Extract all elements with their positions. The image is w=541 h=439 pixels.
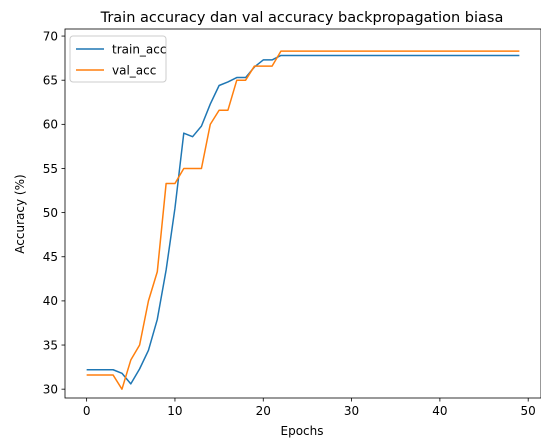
x-tick-label: 40	[432, 404, 447, 418]
y-tick-label: 45	[43, 250, 58, 264]
x-tick-label: 50	[521, 404, 536, 418]
chart-title: Train accuracy dan val accuracy backprop…	[100, 10, 504, 26]
legend-label-train_acc: train_acc	[112, 42, 166, 56]
x-axis-label: Epochs	[281, 424, 324, 438]
plot-area: 0 10 20 30 40 50 30 35 40 45 50 55 60 65 70	[43, 28, 541, 418]
y-tick-label: 30	[43, 382, 58, 396]
x-tick-label: 30	[344, 404, 359, 418]
y-tick-label: 65	[43, 74, 58, 88]
axes-frame	[64, 28, 541, 399]
series-line-val_acc	[86, 50, 520, 390]
x-tick-label: 20	[256, 404, 271, 418]
x-tick-label: 10	[167, 404, 182, 418]
x-tick-label: 0	[83, 404, 91, 418]
legend-label-val_acc: val_acc	[112, 63, 156, 77]
y-tick-label: 70	[43, 29, 58, 43]
y-tick-label: 50	[43, 206, 58, 220]
y-tick-label: 40	[43, 294, 58, 308]
y-tick-label: 60	[43, 118, 58, 132]
legend: train_acc val_acc	[69, 35, 167, 83]
y-tick-label: 55	[43, 162, 58, 176]
series-line-train_acc	[86, 54, 520, 385]
y-axis-label: Accuracy (%)	[13, 174, 27, 253]
y-tick-label: 35	[43, 338, 58, 352]
